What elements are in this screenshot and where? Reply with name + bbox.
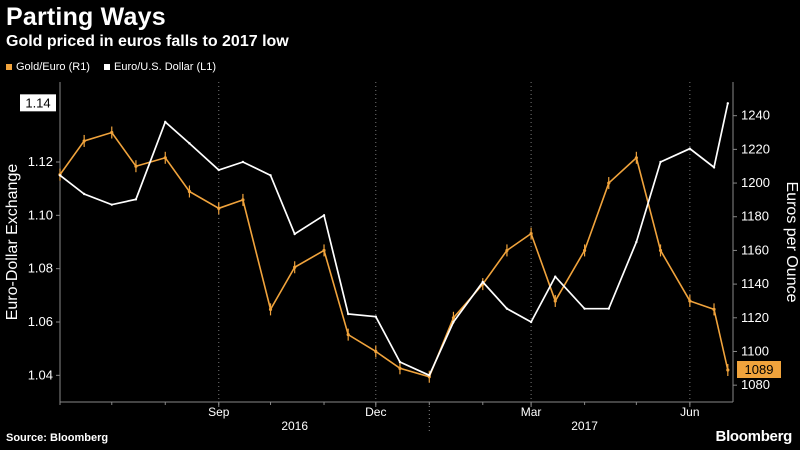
eur-point [188,142,191,145]
eur-point [428,374,431,377]
y-left-tick-label: 1.10 [28,207,53,222]
eur-point [241,160,245,164]
gold-point [82,139,86,143]
eur-point [164,120,167,124]
gold-last-value-box [737,361,781,378]
gold-point [322,248,326,253]
chart-title: Parting Ways [6,3,166,31]
eur-point [688,147,692,150]
legend-swatch-gold [6,64,12,70]
legend-item-eur: Euro/U.S. Dollar (L1) [103,61,217,73]
eur-point [217,168,220,172]
gold-point [398,366,402,370]
y-right-tick-label: 1140 [741,276,769,291]
y-left-tick-label: 1.06 [28,314,53,329]
eur-point [374,315,377,318]
eur-point [110,203,113,206]
y-left-tick-label: 1.12 [28,154,53,169]
x-tick-label: Mar [521,405,542,419]
eur-point [269,174,272,177]
eur-point [58,174,62,177]
eur-point [529,320,533,324]
gold-point [110,130,114,135]
gold-point [634,156,638,160]
y-left-tick-label: 1.04 [28,367,53,382]
gold-point [726,368,730,372]
gold-point [187,189,192,194]
gold-point [217,206,221,210]
eur-point [712,166,716,169]
gold-point [582,248,587,253]
year-label: 2016 [281,419,308,433]
y-right-axis-label: Euros per Ounce [783,182,800,303]
gold-point [712,307,716,311]
eur-last-value-box [20,94,56,112]
gold-point [346,333,350,337]
x-tick-label: Dec [365,405,386,419]
gold-point [163,156,167,160]
x-tick-label: Jun [680,405,699,419]
gold-point [607,181,611,185]
eur-point [82,192,86,196]
gold-point [241,198,245,202]
gold-point [451,316,456,320]
gold-point [293,265,297,269]
y-left-axis-label: Euro-Dollar Exchange [4,164,21,321]
y-right-tick-label: 1240 [741,108,770,123]
y-left-tick-label: 1.08 [28,261,53,276]
gold-point [658,248,663,253]
year-label: 2017 [571,419,598,433]
y-right-tick-label: 1220 [741,141,770,156]
eur-point [452,320,455,324]
gold-point [505,248,509,253]
brand-logo: Bloomberg [715,428,793,445]
y-right-tick-label: 1120 [741,310,769,325]
gold-line [59,131,729,378]
gold-point [553,299,557,303]
eur-point [726,102,730,105]
eur-point [607,307,610,310]
eur-point [505,307,509,310]
legend-label-gold: Gold/Euro (R1) [16,61,90,73]
eur-point [134,198,138,201]
legend: Gold/Euro (R1) Euro/U.S. Dollar (L1) [6,61,216,73]
gold-last-value-label: 1089 [745,362,774,377]
eur-point [322,214,326,217]
gold-point [529,231,533,236]
eur-line [59,103,729,377]
y-right-tick-label: 1160 [741,242,769,257]
legend-item-gold: Gold/Euro (R1) [6,61,90,73]
y-right-tick-label: 1180 [741,209,769,224]
gold-point [688,299,692,303]
eur-point [481,280,484,284]
gold-point [374,349,378,354]
eur-point [583,307,586,310]
gold-point [268,307,273,311]
eur-point [398,360,402,364]
eur-point [635,240,638,244]
chart-subtitle: Gold priced in euros falls to 2017 low [6,33,289,50]
eur-point [346,312,350,316]
eur-last-value-label: 1.14 [25,95,50,110]
y-right-tick-label: 1200 [741,175,770,190]
gold-series [58,126,730,383]
y-right-tick-label: 1080 [741,377,770,392]
eur-point [659,160,662,164]
eur-point [554,275,557,278]
x-tick-label: Sep [208,405,230,419]
y-right-tick-label: 1100 [741,343,769,358]
eur-series [58,102,730,377]
eur-point [293,232,296,236]
legend-swatch-eur [103,64,110,70]
source-note: Source: Bloomberg [6,432,109,444]
gold-point [134,164,138,168]
legend-label-eur: Euro/U.S. Dollar (L1) [113,61,217,73]
